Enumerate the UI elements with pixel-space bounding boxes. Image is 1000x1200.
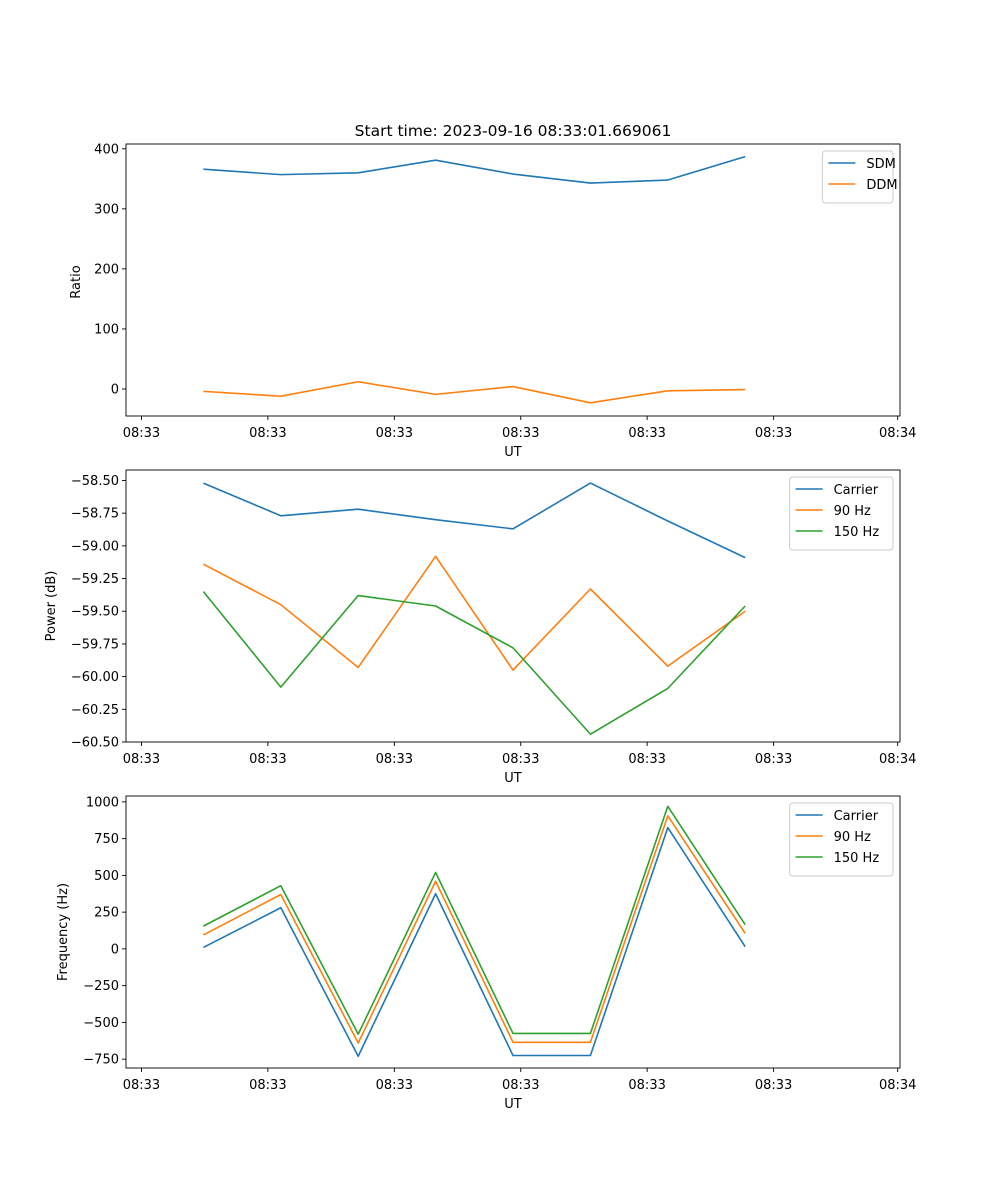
legend: Carrier 90 Hz 150 Hz <box>789 476 894 551</box>
series-line-ddm <box>203 380 746 404</box>
y-tick-label: 500 <box>94 869 119 884</box>
series-line-90-hz <box>203 555 746 671</box>
ratio-panel: Start time: 2023-09-16 08:33:01.669061 0… <box>69 122 916 460</box>
x-tick-label: 08:34 <box>879 752 916 767</box>
y-tick-label: 0 <box>111 382 119 397</box>
legend-label: SDM <box>866 157 895 172</box>
axes-frame <box>125 469 901 743</box>
x-tick-label: 08:33 <box>376 426 413 441</box>
legend-label: Carrier <box>834 809 879 824</box>
x-tick-label: 08:33 <box>249 752 286 767</box>
legend-label: 150 Hz <box>834 525 880 540</box>
x-tick-label: 08:34 <box>879 1078 916 1093</box>
x-tick-label: 08:33 <box>755 752 792 767</box>
legend-label: 90 Hz <box>834 504 871 519</box>
y-tick-label: −60.00 <box>71 670 119 685</box>
x-tick-label: 08:33 <box>628 1078 665 1093</box>
x-tick-label: 08:33 <box>376 752 413 767</box>
y-tick-label: −750 <box>83 1053 119 1068</box>
x-axis-label: UT <box>504 445 522 460</box>
y-tick-label: 300 <box>94 202 119 217</box>
y-tick-label: −500 <box>83 1016 119 1031</box>
y-axis-label: Power (dB) <box>44 571 59 642</box>
y-tick-label: −60.50 <box>71 736 119 751</box>
x-tick-label: 08:33 <box>123 1078 160 1093</box>
y-tick-label: −58.75 <box>71 507 119 522</box>
x-tick-label: 08:33 <box>249 426 286 441</box>
y-tick-label: −59.00 <box>71 539 119 554</box>
x-tick-label: 08:33 <box>502 752 539 767</box>
legend: SDM DDM <box>821 150 898 204</box>
power-panel: 08:33 08:33 08:33 08:33 08:33 08:33 08:34 −58.5… <box>44 469 916 786</box>
series-line-sdm <box>203 155 746 184</box>
x-tick-label: 08:33 <box>123 752 160 767</box>
legend-label: Carrier <box>834 483 879 498</box>
legend-label: 90 Hz <box>834 830 871 845</box>
legend-box <box>821 150 894 204</box>
x-axis-label: UT <box>504 771 522 786</box>
legend: Carrier 90 Hz 150 Hz <box>789 802 894 877</box>
y-axis-label: Frequency (Hz) <box>56 883 71 981</box>
x-axis-label: UT <box>504 1097 522 1112</box>
x-tick-label: 08:33 <box>502 426 539 441</box>
y-tick-label: 0 <box>111 942 119 957</box>
chart-title: Start time: 2023-09-16 08:33:01.669061 <box>355 122 672 140</box>
series-line-90-hz <box>203 815 746 1044</box>
x-tick-label: 08:33 <box>249 1078 286 1093</box>
x-tick-label: 08:33 <box>376 1078 413 1093</box>
y-tick-label: −59.25 <box>71 572 119 587</box>
x-tick-label: 08:33 <box>628 752 665 767</box>
x-tick-label: 08:33 <box>755 426 792 441</box>
legend-label: DDM <box>866 178 897 193</box>
axes-frame <box>125 143 901 417</box>
x-tick-label: 08:33 <box>755 1078 792 1093</box>
frequency-plot-layer: 08:33 08:33 08:33 08:33 08:33 08:33 08:34 1000 7… <box>83 795 916 1093</box>
y-tick-label: 750 <box>94 832 119 847</box>
frequency-panel: 08:33 08:33 08:33 08:33 08:33 08:33 08:34 1000 7… <box>56 795 916 1112</box>
y-tick-label: 200 <box>94 262 119 277</box>
x-tick-label: 08:33 <box>123 426 160 441</box>
y-axis-label: Ratio <box>69 265 84 298</box>
x-tick-label: 08:34 <box>879 426 916 441</box>
axes-frame <box>125 795 901 1069</box>
series-line-carrier <box>203 826 746 1058</box>
series-line-150-hz <box>203 805 746 1035</box>
y-tick-label: 250 <box>94 906 119 921</box>
y-tick-label: −58.50 <box>71 474 119 489</box>
power-plot-layer: 08:33 08:33 08:33 08:33 08:33 08:33 08:34 −58.5… <box>71 469 916 767</box>
series-line-carrier <box>203 482 746 559</box>
x-tick-label: 08:33 <box>502 1078 539 1093</box>
y-tick-label: 1000 <box>86 795 119 810</box>
series-line-150-hz <box>202 591 746 735</box>
y-tick-label: −250 <box>83 979 119 994</box>
ratio-plot-layer: 08:33 08:33 08:33 08:33 08:33 08:33 08:34 0 100 2… <box>94 142 916 441</box>
y-tick-label: −59.75 <box>71 637 119 652</box>
y-tick-label: 100 <box>94 322 119 337</box>
x-tick-label: 08:33 <box>628 426 665 441</box>
y-tick-label: −60.25 <box>71 703 119 718</box>
y-tick-label: 400 <box>94 142 119 157</box>
y-tick-label: −59.50 <box>71 605 119 620</box>
legend-label: 150 Hz <box>834 851 880 866</box>
